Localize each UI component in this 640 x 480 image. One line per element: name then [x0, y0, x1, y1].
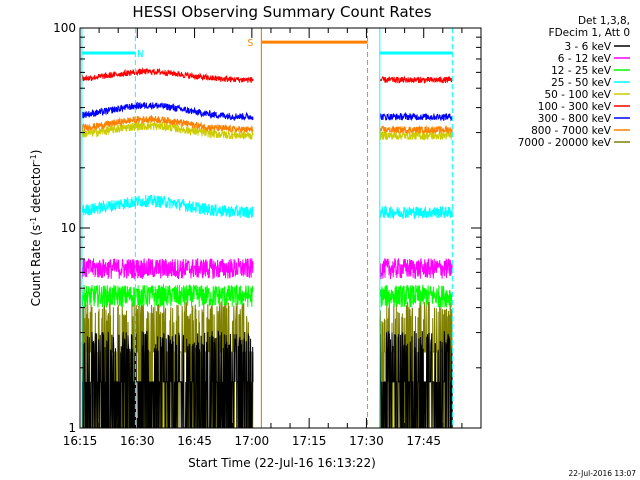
- legend-entry: 12 - 25 keV: [551, 65, 612, 77]
- series-2: [81, 283, 453, 308]
- plot-content: NS: [81, 28, 453, 429]
- series-line: [81, 194, 453, 220]
- series-line: [81, 330, 453, 429]
- series-1: [81, 257, 453, 280]
- chart-title: HESSI Observing Summary Count Rates: [132, 3, 431, 21]
- series-0: [81, 330, 453, 429]
- x-tick-label: 17:30: [349, 434, 384, 448]
- series-5: [81, 66, 453, 85]
- y-tick-label: 100: [53, 21, 76, 35]
- legend-entry: 100 - 300 keV: [538, 101, 612, 113]
- legend-entry: 800 - 7000 keV: [531, 125, 612, 137]
- generation-timestamp: 22-Jul-2016 13:07: [568, 469, 636, 478]
- legend-entry: 50 - 100 keV: [544, 89, 611, 101]
- x-tick-label: 16:30: [120, 434, 155, 448]
- segment-label: S: [247, 38, 253, 49]
- segment-label: N: [137, 49, 143, 60]
- y-tick-label: 10: [61, 221, 76, 235]
- series-3: [81, 194, 453, 220]
- series-line: [81, 283, 453, 308]
- series-line: [81, 257, 453, 280]
- y-axis-label: Count Rate (s-1 detector-1): [29, 150, 44, 307]
- series-line: [81, 101, 453, 122]
- legend-header: Det 1,3,8,: [578, 15, 630, 27]
- legend-entry: 6 - 12 keV: [558, 53, 612, 65]
- x-tick-label: 16:15: [63, 434, 98, 448]
- series-line: [81, 66, 453, 85]
- legend-entry: 3 - 6 keV: [564, 41, 611, 53]
- x-tick-label: 17:00: [235, 434, 270, 448]
- x-axis-label: Start Time (22-Jul-16 16:13:22): [188, 456, 376, 470]
- legend-entry: 25 - 50 keV: [551, 77, 612, 89]
- x-tick-label: 17:15: [292, 434, 327, 448]
- legend-entry: 7000 - 20000 keV: [518, 137, 612, 149]
- axes: 1 10 100 16:15 16:30 16:45 17:00 17:15 17:30 17:4…: [53, 21, 481, 448]
- series-6: [81, 101, 453, 122]
- x-tick-label: 17:45: [406, 434, 441, 448]
- y-tick-label: 1: [68, 421, 76, 435]
- series-7: [81, 114, 453, 135]
- series-line: [81, 120, 453, 141]
- legend-header: FDecim 1, Att 0: [549, 27, 630, 39]
- x-tick-label: 16:45: [177, 434, 212, 448]
- series-4: [81, 120, 453, 141]
- legend-entry: 300 - 800 keV: [538, 113, 612, 125]
- series-line: [81, 114, 453, 135]
